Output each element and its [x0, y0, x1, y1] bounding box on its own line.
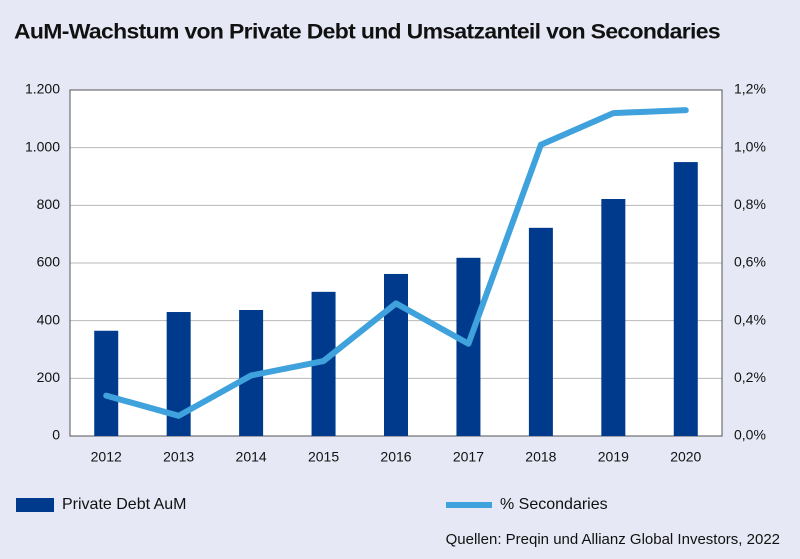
x-tick-label: 2020	[670, 449, 701, 465]
yticks-label: 0	[52, 427, 60, 443]
x-tick-label: 2017	[453, 449, 484, 465]
y2ticks-label: 0,2%	[734, 369, 766, 385]
chart-title: AuM-Wachstum von Private Debt und Umsatz…	[14, 21, 720, 44]
x-tick-label: 2012	[91, 449, 122, 465]
legend-swatch	[16, 498, 54, 512]
legend-label: Private Debt AuM	[62, 496, 187, 513]
y2ticks-label: 1,2%	[734, 81, 766, 97]
bar	[456, 257, 481, 436]
bar	[673, 162, 698, 437]
yticks-label: 400	[37, 311, 61, 327]
x-tick-label: 2015	[308, 449, 339, 465]
bar	[384, 273, 408, 436]
y2ticks-label: 0,8%	[734, 196, 766, 212]
x-tick-label: 2013	[163, 449, 194, 465]
x-tick-label: 2014	[236, 449, 267, 465]
y2ticks-label: 0,4%	[734, 311, 766, 327]
bar	[601, 198, 626, 436]
y2ticks-label: 1,0%	[734, 138, 766, 154]
legend-label: % Secondaries	[500, 496, 608, 513]
bar	[94, 330, 119, 436]
yticks-label: 1.200	[25, 81, 60, 97]
x-tick-label: 2019	[598, 449, 629, 465]
y2ticks-label: 0,0%	[734, 427, 766, 443]
source: Quellen: Preqin und Allianz Global Inves…	[446, 531, 780, 548]
line	[103, 107, 689, 419]
x-tick-label: 2018	[525, 449, 556, 465]
yticks-label: 800	[37, 196, 61, 212]
x-tick-label: 2016	[380, 449, 411, 465]
yticks-label: 1.000	[25, 138, 60, 154]
yticks-label: 600	[37, 254, 61, 270]
yticks-label: 200	[37, 369, 61, 385]
y2ticks-label: 0,6%	[734, 254, 766, 270]
bar	[528, 227, 553, 436]
